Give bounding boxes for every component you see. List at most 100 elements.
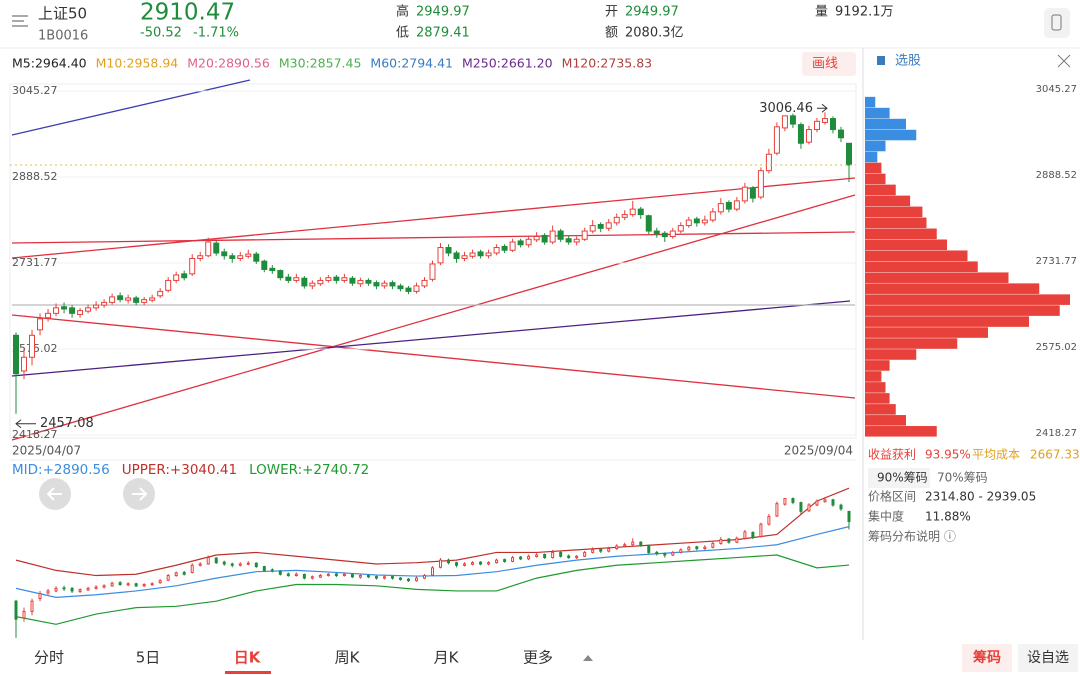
ma-label: M20:2890.56	[187, 56, 270, 71]
candle-body	[374, 576, 378, 579]
tab[interactable]: 更多	[523, 649, 553, 667]
close-icon[interactable]	[1057, 54, 1071, 68]
tab[interactable]: 70%筹码	[937, 471, 988, 485]
chip-y-tick-label: 3045.27	[1036, 84, 1077, 95]
chip-bar	[865, 305, 1060, 316]
candle-body	[334, 573, 338, 577]
band-line	[15, 554, 850, 625]
chip-bar	[865, 206, 923, 218]
watch-button-label[interactable]: 设自选	[1027, 650, 1069, 666]
ma-label: M250:2661.20	[462, 56, 553, 71]
chip-bar	[865, 261, 978, 272]
candle-body	[54, 587, 58, 592]
amount: 2080.3亿	[625, 26, 684, 41]
y-tick-label: 2418.27	[12, 428, 58, 441]
pick-label[interactable]: 选股	[895, 54, 921, 69]
tab[interactable]: 5日	[136, 649, 161, 667]
ma-label: M120:2735.83	[562, 56, 653, 71]
chip-bar	[865, 129, 917, 141]
candle-body	[519, 556, 523, 560]
candle-body	[631, 541, 635, 546]
candle-body	[30, 600, 34, 612]
candle-body	[301, 277, 308, 287]
stat-label: 收益获利	[868, 448, 916, 462]
draw-label[interactable]: 画线	[812, 57, 838, 72]
candle-body	[150, 583, 154, 586]
candle-body	[759, 523, 763, 538]
candle-body	[158, 580, 162, 584]
menu-icon[interactable]	[12, 15, 28, 27]
stat-value: 2314.80 - 2939.05	[925, 490, 1036, 504]
help-link[interactable]: 筹码分布说明 ⓘ	[868, 529, 956, 544]
tab-active[interactable]	[868, 468, 930, 488]
candle-body	[533, 236, 540, 241]
candle-body	[182, 571, 186, 575]
chip-button-label[interactable]: 筹码	[973, 649, 1001, 666]
chip-bar	[865, 195, 911, 207]
candle-body	[525, 238, 532, 246]
ma-label: M10:2958.94	[96, 56, 179, 71]
candle-body	[166, 575, 170, 581]
candle-body	[741, 186, 748, 202]
candle-body	[477, 251, 484, 257]
candle-body	[133, 297, 140, 303]
candle-body	[749, 187, 756, 199]
watch-button[interactable]	[1018, 644, 1078, 672]
candle-body	[605, 222, 612, 229]
more-caret[interactable]	[583, 655, 593, 661]
candle-body	[503, 559, 507, 562]
plots: 3045.27 3045.27 2888.52 2888.52 2731.77 2731.…	[10, 84, 1077, 638]
candle-body	[421, 279, 428, 287]
candle-body	[829, 118, 836, 131]
candle-body	[70, 587, 74, 592]
candle-body	[623, 544, 627, 547]
ma-label: M30:2857.45	[279, 56, 362, 71]
pager[interactable]	[39, 478, 155, 510]
candle-body	[447, 559, 451, 564]
tab[interactable]: 分时	[34, 649, 64, 667]
price-frame	[9, 83, 857, 439]
candle-body	[109, 296, 116, 303]
index-name: 上证50	[38, 5, 87, 23]
candle-body	[309, 282, 316, 287]
candle-body	[567, 555, 571, 559]
candle-body	[350, 574, 354, 578]
candle-body	[173, 274, 180, 281]
candle-body	[85, 307, 92, 312]
candle-body	[110, 582, 114, 587]
candle-body	[310, 576, 314, 579]
chip-bar	[865, 294, 1070, 305]
draw-button[interactable]	[802, 52, 856, 76]
device-button[interactable]	[1044, 8, 1070, 38]
candle-body	[493, 247, 500, 254]
index-code: 1B0016	[38, 29, 88, 44]
candle-body	[126, 583, 130, 586]
tab[interactable]: 月K	[434, 649, 460, 667]
candle-body	[365, 279, 372, 284]
volume: 9192.1万	[835, 5, 894, 20]
candle-body	[621, 214, 628, 218]
high: 2949.97	[416, 5, 470, 20]
tab[interactable]: 周K	[335, 649, 361, 667]
ma-legend: M5:2964.40 M10:2958.94 M20:2890.56 M30:2857…	[12, 56, 652, 71]
candle-body	[46, 590, 50, 594]
candle-body	[511, 557, 515, 562]
chip-bar	[865, 393, 890, 404]
candle-body	[797, 124, 804, 144]
candle-body	[206, 557, 210, 565]
candle-body	[246, 562, 250, 565]
candle-body	[669, 230, 676, 238]
candle-body	[86, 587, 90, 591]
candle-body	[773, 126, 780, 154]
label: 高	[396, 4, 409, 20]
candle-body	[663, 552, 667, 556]
chip-button[interactable]	[962, 644, 1012, 672]
label: 开	[605, 5, 618, 20]
candle-body	[575, 555, 579, 559]
tab[interactable]: 日K	[234, 649, 262, 667]
chip-bar	[865, 283, 1040, 294]
candle-body	[703, 546, 707, 550]
candle-body	[190, 564, 194, 573]
tab[interactable]: 90%筹码	[877, 471, 928, 485]
